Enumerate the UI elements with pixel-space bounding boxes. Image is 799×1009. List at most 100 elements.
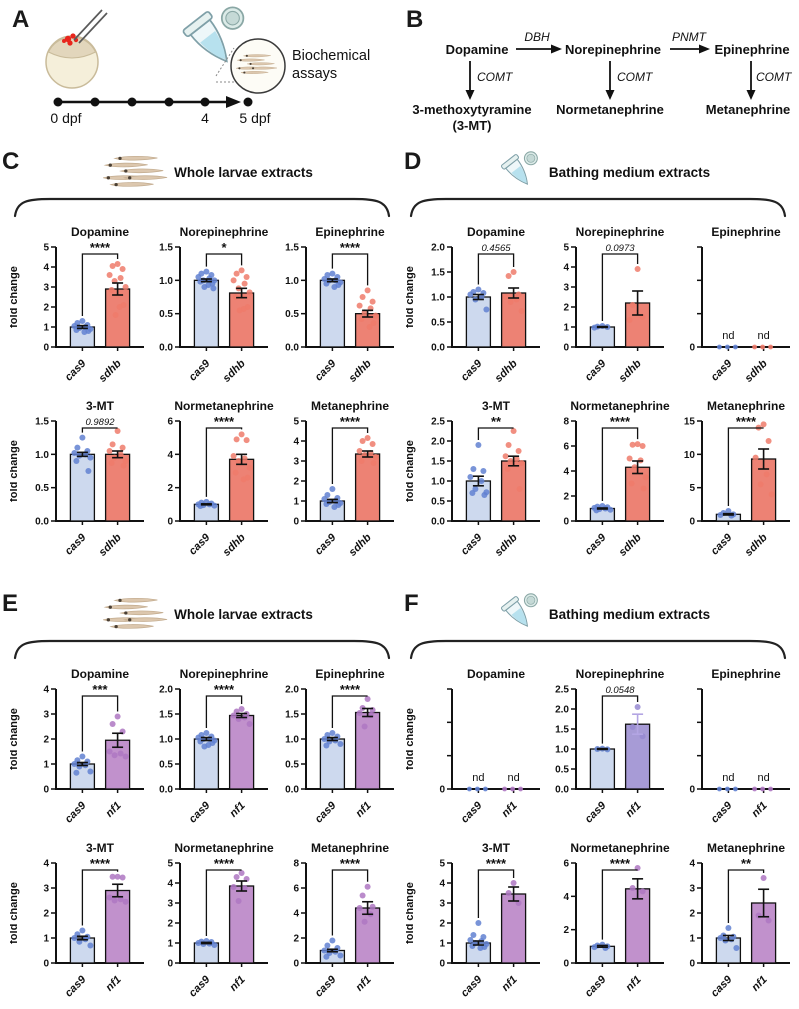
bar-cas9 bbox=[319, 279, 346, 348]
chart-title: Metanephrine bbox=[311, 841, 389, 855]
arrow-comt-3 bbox=[746, 90, 756, 100]
chart-title: Norepinephrine bbox=[576, 667, 665, 681]
y-tick-label: 0.0 bbox=[285, 343, 299, 354]
error-bar-sdhb bbox=[236, 453, 248, 466]
y-tick-label: 0 bbox=[689, 517, 695, 528]
y-tick-label: 0.0 bbox=[285, 785, 299, 796]
significance-bracket: 0.9892 bbox=[81, 417, 118, 433]
dots-sdhb bbox=[626, 266, 646, 323]
significance-label: *** bbox=[92, 682, 108, 697]
panel-b: Dopamine Norepinephrine Epinephrine DBH … bbox=[400, 6, 795, 151]
panel-a: 0 dpf 4 5 dpf Biochemical assays bbox=[8, 6, 400, 151]
y-axis-label: fold change bbox=[10, 266, 20, 328]
dots-sdhb bbox=[356, 287, 379, 330]
significance-bracket: * bbox=[205, 240, 243, 267]
dots-nf1 bbox=[629, 865, 646, 895]
y-tick-label: 0.5 bbox=[431, 318, 445, 329]
y-tick-label: 1.5 bbox=[35, 417, 49, 428]
bar-sdhb bbox=[104, 453, 131, 522]
injection-needle-icon bbox=[73, 9, 108, 44]
panel-e-charts: Dopamine fold change 0 1 2 3 4 cas9 nf1 *** Norepi… bbox=[10, 667, 402, 1009]
chart-title: 3-MT bbox=[86, 399, 115, 413]
y-tick-label: 0.0 bbox=[431, 343, 445, 354]
nd-dots-sdhb bbox=[752, 344, 773, 350]
bar-nf1 bbox=[624, 723, 651, 790]
dots-cas9 bbox=[321, 486, 344, 510]
significance-bracket: **** bbox=[331, 682, 368, 728]
x-group-label: sdhb bbox=[617, 531, 644, 558]
larvae-icon bbox=[103, 597, 171, 631]
panel-c-letter: C bbox=[2, 148, 20, 175]
y-tick-label: 1.0 bbox=[159, 276, 173, 287]
y-axis-label: fold change bbox=[406, 440, 416, 502]
error-bar-sdhb bbox=[508, 455, 520, 467]
panel-c: Whole larvae extracts Dopamine fold chang… bbox=[10, 150, 402, 567]
y-axis-label: fold change bbox=[406, 882, 416, 944]
y-tick-label: 2.5 bbox=[431, 417, 445, 428]
panel-e: Whole larvae extracts Dopamine fold chang… bbox=[10, 592, 402, 1009]
y-tick-label: 1.5 bbox=[431, 457, 445, 468]
significance-label: **** bbox=[90, 240, 111, 255]
node-norepinephrine: Norepinephrine bbox=[565, 42, 661, 57]
panel-e-header: Whole larvae extracts bbox=[14, 592, 402, 636]
y-tick-label: 0.0 bbox=[159, 785, 173, 796]
y-tick-label: 0.0 bbox=[431, 517, 445, 528]
significance-bracket: 0.4565 bbox=[477, 243, 515, 285]
chart-title: 3-MT bbox=[482, 841, 511, 855]
significance-label: **** bbox=[340, 240, 361, 255]
y-tick-label: 1.0 bbox=[285, 735, 299, 746]
y-tick-label: 0 bbox=[293, 959, 299, 970]
panel-c-header: Whole larvae extracts bbox=[14, 150, 402, 194]
bar-cas9 bbox=[69, 763, 96, 790]
chart-d-3-mt: 3-MT fold change 0.0 0.5 1.0 1.5 2.0 2.5 cas9 sdh… bbox=[406, 399, 540, 559]
nd-label: nd bbox=[757, 330, 769, 342]
nd-dots-cas9 bbox=[717, 786, 738, 792]
y-tick-label: 2 bbox=[689, 909, 695, 920]
y-tick-label: 2 bbox=[293, 934, 299, 945]
error-bar-nf1 bbox=[112, 883, 124, 898]
x-group-label: sdhb bbox=[97, 357, 124, 384]
nd-dots-cas9 bbox=[717, 344, 738, 350]
panel-c-bracket bbox=[13, 197, 391, 218]
y-tick-label: 0 bbox=[563, 959, 569, 970]
y-tick-label: 3 bbox=[689, 884, 695, 895]
chart-title: Normetanephrine bbox=[174, 399, 274, 413]
node-3mt-line1: 3-methoxytyramine bbox=[412, 102, 531, 117]
error-bar-cas9 bbox=[326, 948, 338, 953]
bar-nf1 bbox=[354, 711, 381, 790]
y-tick-label: 6 bbox=[293, 884, 299, 895]
x-group-label: nf1 bbox=[500, 974, 520, 994]
significance-bracket: **** bbox=[477, 856, 515, 918]
y-tick-label: 3 bbox=[43, 710, 49, 721]
x-group-label: nf1 bbox=[228, 974, 248, 994]
y-tick-label: 0.5 bbox=[35, 483, 49, 494]
bar-cas9 bbox=[589, 748, 616, 790]
timeline: 0 dpf 4 5 dpf bbox=[50, 96, 271, 126]
chart-title: Norepinephrine bbox=[180, 225, 269, 239]
y-tick-label: 0 bbox=[563, 343, 569, 354]
error-bar-cas9 bbox=[200, 736, 212, 742]
bar-sdhb bbox=[500, 292, 527, 348]
y-tick-label: 8 bbox=[563, 417, 569, 428]
enzyme-pnmt: PNMT bbox=[672, 30, 708, 44]
error-bar-sdhb bbox=[508, 287, 520, 299]
y-tick-label: 2.0 bbox=[285, 685, 299, 696]
nd-dots-nf1 bbox=[502, 786, 523, 792]
x-group-label: sdhb bbox=[493, 531, 520, 558]
y-tick-label: 4 bbox=[563, 892, 569, 903]
x-group-label: cas9 bbox=[63, 531, 89, 557]
y-tick-label: 0.5 bbox=[159, 309, 173, 320]
x-group-label: sdhb bbox=[617, 357, 644, 384]
y-tick-label: 0 bbox=[689, 959, 695, 970]
significance-label: **** bbox=[340, 414, 361, 429]
y-tick-label: 0 bbox=[439, 959, 445, 970]
node-dopamine: Dopamine bbox=[446, 42, 509, 57]
significance-bracket: **** bbox=[331, 414, 369, 484]
chart-title: Metanephrine bbox=[707, 841, 785, 855]
chart-d-normetanephrine: Normetanephrine 0 2 4 6 8 cas9 sdhb **** bbox=[563, 399, 670, 559]
x-group-label: sdhb bbox=[743, 357, 770, 384]
chart-c-norepinephrine: Norepinephrine 0.0 0.5 1.0 1.5 cas9 sdhb * bbox=[159, 225, 269, 385]
bar-cas9 bbox=[465, 296, 492, 348]
y-tick-label: 0 bbox=[43, 959, 49, 970]
